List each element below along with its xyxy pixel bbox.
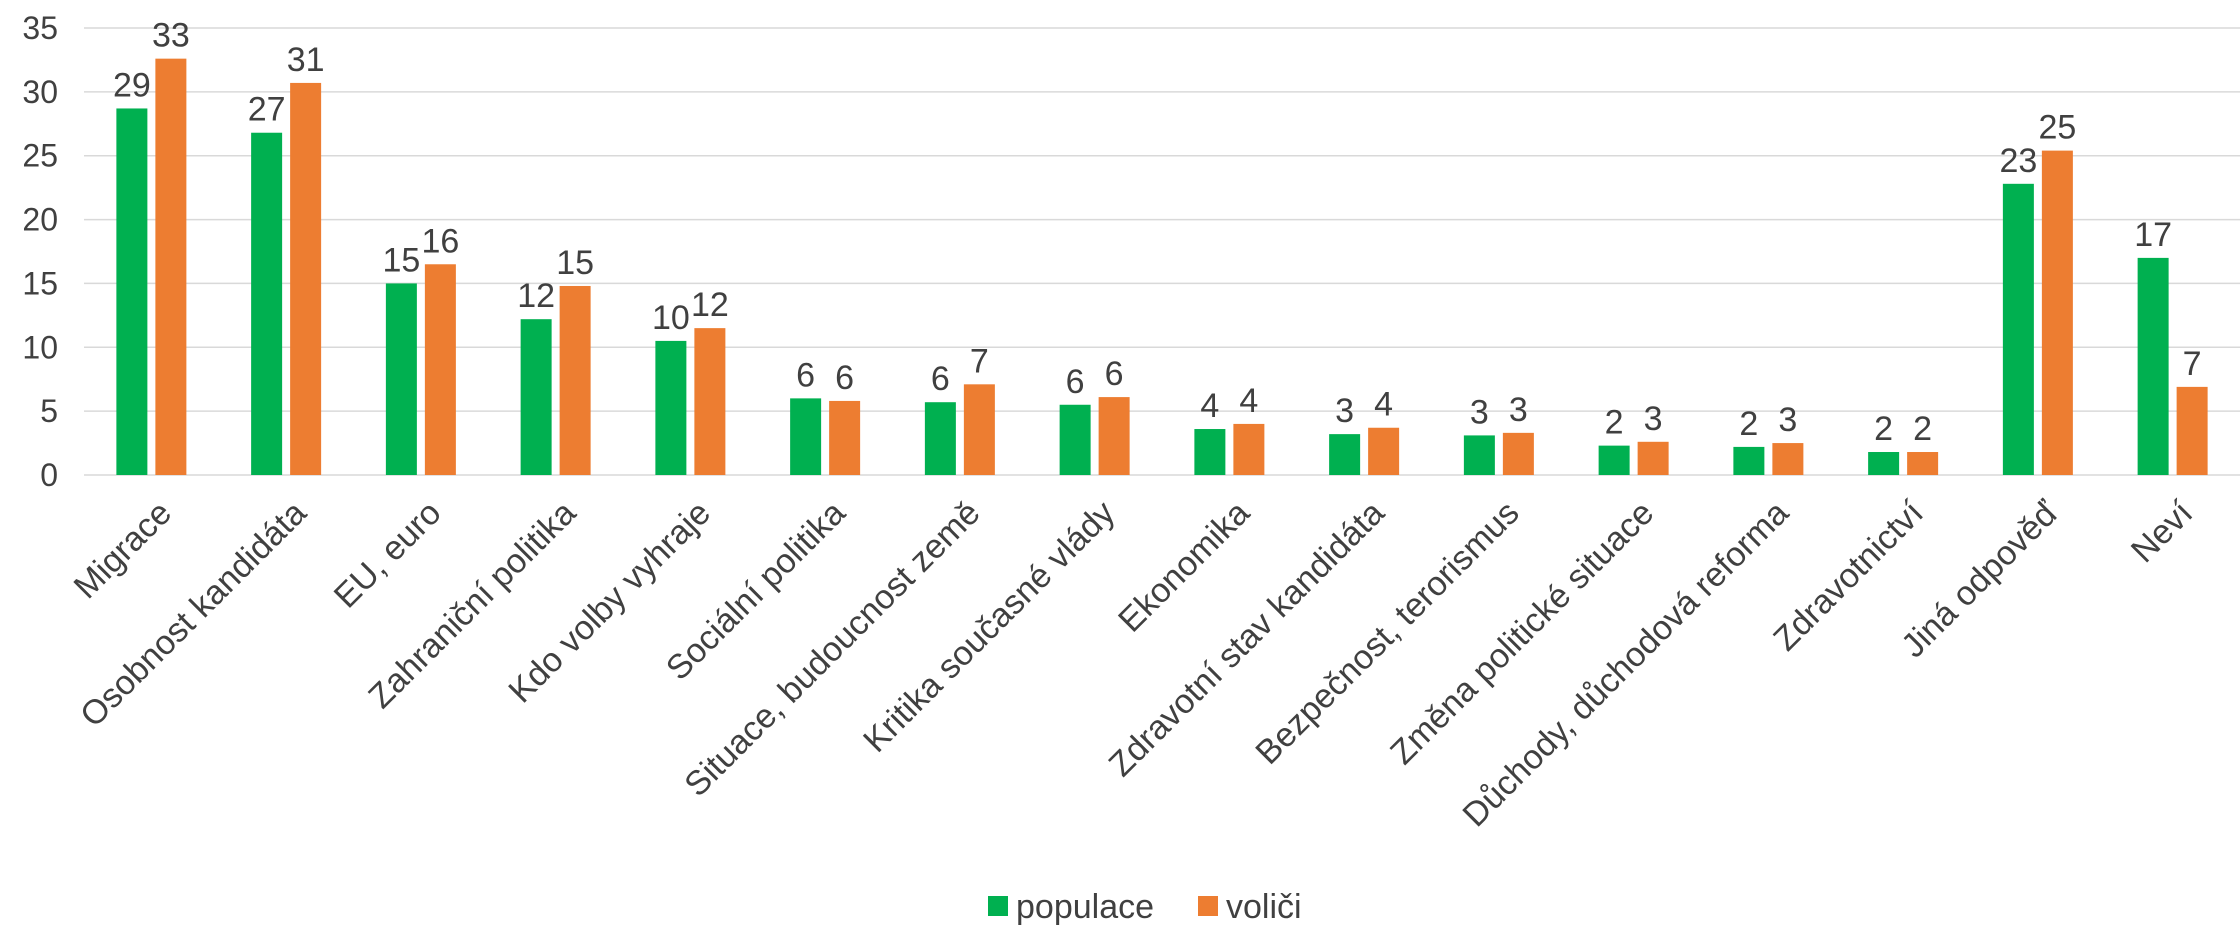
bar-volici — [424, 264, 456, 475]
bar-volici — [1098, 397, 1130, 475]
data-label: 3 — [1644, 400, 1663, 438]
bar-populace — [1598, 445, 1630, 475]
bar-populace — [116, 108, 148, 476]
bar-populace — [1329, 434, 1361, 475]
data-label: 23 — [1999, 142, 2037, 180]
bar-volici — [290, 82, 322, 475]
category-label: Změna politické situace — [1383, 494, 1661, 772]
bar-populace — [2137, 257, 2169, 475]
data-label: 7 — [970, 342, 989, 380]
bar-volici — [1368, 427, 1400, 475]
data-label: 4 — [1200, 387, 1219, 425]
bar-volici — [1637, 441, 1669, 475]
bar-populace — [1733, 446, 1765, 475]
data-label: 25 — [2038, 109, 2076, 147]
category-label: Osobnost kandidáta — [73, 494, 314, 735]
y-tick-label: 30 — [22, 74, 58, 110]
bar-populace — [2002, 183, 2034, 475]
y-tick-label: 10 — [22, 329, 58, 365]
data-label: 3 — [1335, 392, 1354, 430]
bar-populace — [385, 283, 417, 475]
bar-populace — [520, 319, 552, 475]
category-label: Neví — [2124, 493, 2201, 570]
y-tick-label: 5 — [40, 393, 58, 429]
data-label: 17 — [2134, 216, 2172, 254]
bars — [116, 58, 2208, 476]
category-label: Kritika současné vlády — [856, 494, 1122, 760]
data-label: 4 — [1239, 382, 1258, 420]
y-tick-label: 20 — [22, 202, 58, 238]
bar-volici — [963, 384, 995, 475]
bar-populace — [924, 402, 956, 475]
bar-populace — [655, 340, 687, 475]
data-label: 2 — [1605, 404, 1624, 442]
bar-populace — [1868, 452, 1900, 475]
category-label: EU, euro — [327, 494, 449, 616]
data-label: 6 — [796, 356, 815, 394]
bar-populace — [1194, 429, 1226, 475]
bar-volici — [155, 58, 187, 475]
category-label: Zdravotní stav kandidáta — [1102, 494, 1392, 784]
data-label: 33 — [152, 17, 190, 55]
bar-volici — [1233, 423, 1265, 475]
category-label: Ekonomika — [1111, 494, 1257, 640]
bar-volici — [1502, 432, 1534, 475]
y-tick-label: 25 — [22, 138, 58, 174]
data-label: 29 — [113, 66, 151, 104]
legend-swatch — [1198, 896, 1218, 916]
data-label: 27 — [248, 91, 286, 129]
bar-populace — [1463, 435, 1495, 475]
data-label: 3 — [1509, 391, 1528, 429]
data-label: 6 — [931, 360, 950, 398]
data-label: 2 — [1874, 410, 1893, 448]
legend: populace voliči — [988, 888, 1302, 926]
data-label: 15 — [556, 244, 594, 282]
category-label: Migrace — [67, 494, 179, 606]
bar-volici — [694, 328, 726, 475]
data-label: 6 — [835, 359, 854, 397]
bar-volici — [829, 400, 861, 475]
data-label: 6 — [1066, 363, 1085, 401]
y-tick-label: 35 — [22, 10, 58, 46]
data-label: 10 — [652, 299, 690, 337]
y-axis-ticks: 0 5 10 15 20 25 30 35 — [22, 10, 58, 493]
bar-populace — [251, 132, 283, 475]
legend-label: voliči — [1226, 888, 1302, 926]
legend-swatch — [988, 896, 1008, 916]
data-label: 31 — [287, 41, 325, 79]
data-label: 3 — [1778, 401, 1797, 439]
bar-volici — [1772, 443, 1804, 475]
data-label: 2 — [1739, 405, 1758, 443]
data-label: 6 — [1105, 355, 1124, 393]
bar-populace — [1059, 404, 1091, 475]
category-label: Bezpečnost, terorismus — [1248, 494, 1526, 772]
legend-label: populace — [1016, 888, 1154, 926]
y-tick-label: 15 — [22, 265, 58, 301]
bar-volici — [2176, 386, 2208, 475]
data-label: 12 — [517, 277, 555, 315]
data-label: 16 — [421, 222, 459, 260]
y-tick-label: 0 — [40, 457, 58, 493]
data-label: 7 — [2183, 345, 2202, 383]
data-label: 12 — [691, 286, 729, 324]
bar-populace — [790, 398, 822, 475]
data-label: 4 — [1374, 386, 1393, 424]
data-label: 3 — [1470, 393, 1489, 431]
data-label: 2 — [1913, 410, 1932, 448]
bar-volici — [2041, 150, 2073, 475]
bar-volici — [1907, 452, 1939, 475]
bar-volici — [559, 285, 591, 475]
data-label: 15 — [382, 241, 420, 279]
